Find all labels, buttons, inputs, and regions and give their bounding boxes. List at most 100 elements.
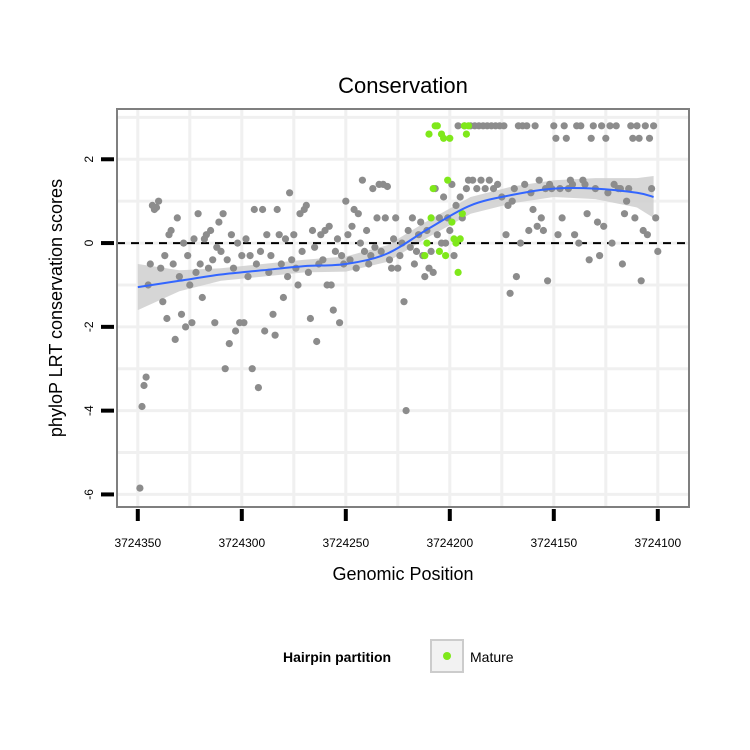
point-other: [604, 189, 612, 197]
x-tick-label: 3724100: [634, 536, 681, 550]
point-other: [523, 122, 531, 130]
point-mature: [440, 134, 448, 142]
point-other: [275, 231, 283, 239]
point-other: [442, 239, 450, 247]
point-other: [277, 260, 285, 268]
chart-title: Conservation: [338, 73, 468, 98]
point-other: [508, 197, 516, 205]
point-other: [406, 243, 414, 251]
point-other: [333, 235, 342, 243]
point-other: [373, 214, 381, 222]
x-tick-label: 3724350: [114, 536, 161, 550]
point-other: [544, 277, 552, 285]
point-other: [250, 205, 258, 214]
point-other: [521, 180, 529, 188]
point-other: [182, 323, 190, 331]
point-other: [155, 197, 163, 205]
point-other: [394, 264, 402, 272]
point-other: [161, 252, 169, 260]
point-other: [452, 201, 460, 209]
point-other: [207, 226, 215, 235]
point-other: [537, 214, 545, 222]
point-other: [585, 256, 593, 264]
point-other: [325, 222, 333, 230]
point-other: [598, 122, 606, 130]
point-other: [169, 260, 177, 268]
point-other: [152, 203, 161, 212]
point-other: [440, 193, 448, 201]
point-other: [408, 214, 416, 222]
point-other: [429, 268, 437, 276]
y-tick-label: 2: [82, 156, 96, 163]
point-other: [242, 235, 250, 243]
point-mature: [435, 247, 443, 255]
point-other: [608, 239, 616, 247]
point-other: [648, 185, 656, 193]
point-other: [402, 407, 410, 415]
point-other: [192, 268, 200, 276]
point-other: [462, 185, 470, 193]
point-other: [177, 310, 186, 318]
point-other: [358, 176, 366, 184]
point-other: [371, 243, 379, 251]
grid-layer: [117, 109, 689, 507]
point-other: [352, 264, 360, 272]
point-other: [641, 122, 649, 130]
point-other: [279, 293, 287, 302]
point-other: [198, 293, 206, 302]
point-other: [288, 256, 296, 264]
point-other: [529, 205, 537, 214]
point-other: [550, 122, 558, 130]
x-tick-label: 3724300: [218, 536, 265, 550]
point-other: [346, 256, 354, 264]
point-other: [596, 252, 604, 260]
point-other: [354, 210, 362, 218]
point-other: [454, 122, 462, 130]
point-mature: [425, 130, 433, 138]
point-other: [194, 210, 202, 218]
point-other: [612, 122, 620, 130]
point-other: [637, 277, 645, 285]
point-other: [348, 222, 356, 230]
point-other: [396, 252, 404, 260]
point-other: [365, 260, 373, 268]
point-other: [180, 239, 188, 247]
point-other: [259, 205, 267, 214]
point-other: [215, 218, 223, 226]
point-other: [606, 122, 614, 130]
point-other: [500, 122, 508, 130]
point-other: [627, 122, 635, 130]
point-other: [477, 176, 485, 184]
y-tick-label: -2: [82, 321, 96, 332]
point-other: [633, 122, 641, 130]
point-other: [400, 298, 408, 306]
point-other: [227, 231, 235, 239]
x-axis-title: Genomic Position: [332, 564, 473, 584]
y-tick-label: -4: [82, 405, 96, 416]
point-other: [552, 134, 560, 142]
point-other: [219, 210, 227, 218]
y-axis-title: phyloP LRT conservation scores: [46, 179, 66, 437]
point-other: [618, 260, 627, 268]
point-mature: [462, 130, 470, 138]
points-layer: [136, 122, 662, 492]
point-other: [560, 122, 568, 130]
point-other: [229, 264, 238, 272]
point-other: [385, 256, 394, 264]
smooth-line-layer: [137, 186, 654, 289]
point-other: [184, 252, 192, 260]
point-other: [269, 310, 277, 318]
point-other: [575, 239, 583, 247]
point-other: [273, 205, 281, 214]
point-mature: [456, 235, 464, 243]
point-other: [581, 180, 589, 188]
point-other: [410, 260, 418, 268]
point-other: [344, 231, 352, 239]
point-other: [188, 319, 196, 327]
point-other: [602, 134, 610, 142]
point-other: [421, 273, 429, 281]
point-other: [140, 381, 148, 390]
point-other: [494, 180, 502, 188]
point-other: [204, 264, 213, 272]
x-axis: 3724350 3724300 3724250 3724200 3724150 37241…: [114, 509, 681, 550]
